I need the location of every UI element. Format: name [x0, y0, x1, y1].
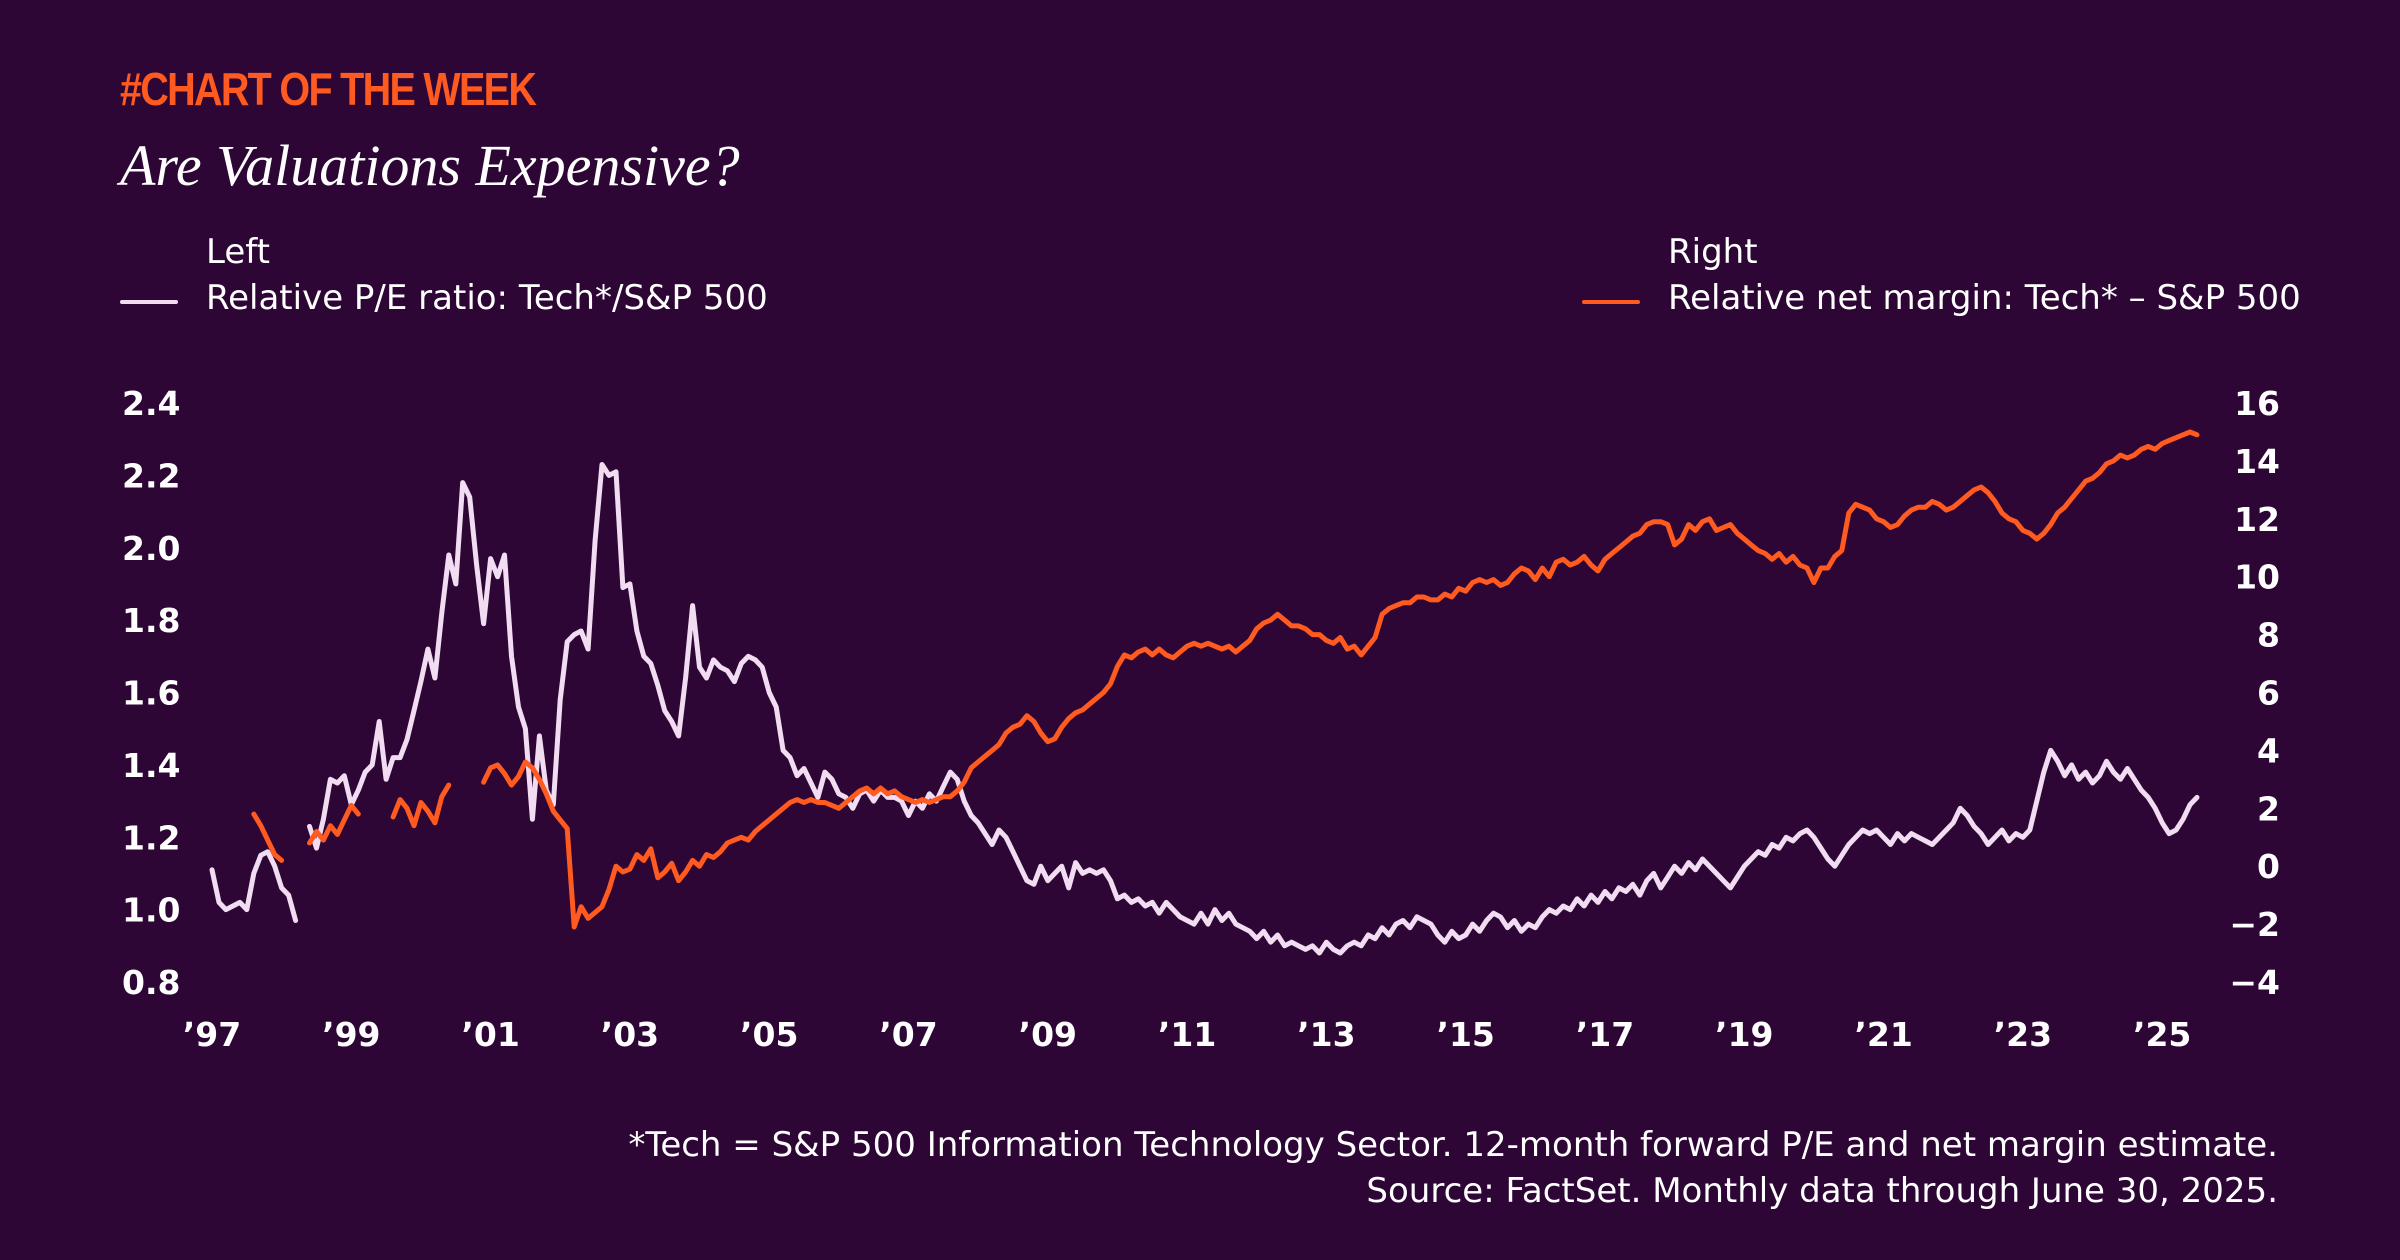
y-left-tick-label: 1.8	[122, 601, 180, 640]
x-tick-label: ’23	[1994, 1015, 2052, 1054]
y-right-tick-label: 6	[2257, 674, 2280, 713]
x-tick-label: ’25	[2133, 1015, 2191, 1054]
pe-ratio-line-segment	[307, 462, 2200, 956]
legend-right-label: Relative net margin: Tech* – S&P 500	[1668, 278, 2301, 318]
y-left-tick-label: 2.2	[122, 456, 180, 495]
net-margin-line-segment	[390, 782, 452, 829]
y-right-tick-label: 2	[2257, 789, 2280, 828]
y-right-tick-label: −4	[2229, 963, 2280, 1002]
x-tick-label: ’11	[1158, 1015, 1216, 1054]
legend-left-swatch	[120, 300, 178, 304]
y-right-tick-label: 12	[2234, 500, 2280, 539]
y-left-tick-label: 0.8	[122, 963, 180, 1002]
legend-right-swatch	[1582, 300, 1640, 304]
legend-left-header: Left	[206, 232, 270, 272]
y-right-tick-label: −2	[2229, 905, 2280, 944]
y-right-tick-label: 16	[2234, 384, 2280, 423]
footnote-source: Source: FactSet. Monthly data through Ju…	[1366, 1171, 2278, 1211]
y-right-tick-label: 0	[2257, 847, 2280, 886]
legend-left-label: Relative P/E ratio: Tech*/S&P 500	[206, 278, 768, 318]
x-tick-label: ’21	[1854, 1015, 1912, 1054]
y-right-tick-label: 10	[2234, 558, 2280, 597]
y-left-tick-label: 1.6	[122, 674, 180, 713]
chart-of-the-week-tag: #CHART OF THE WEEK	[120, 63, 537, 115]
footnote: *Tech = S&P 500 Information Technology S…	[628, 1122, 2278, 1214]
net-margin-line-segment	[307, 802, 361, 846]
y-left-tick-label: 2.4	[122, 384, 180, 423]
y-right-tick-label: 8	[2257, 616, 2280, 655]
y-right-tick-label: 4	[2257, 731, 2280, 770]
pe-ratio-line-segment	[209, 849, 299, 923]
x-tick-label: ’05	[740, 1015, 798, 1054]
y-right-tick-label: 14	[2234, 442, 2280, 481]
legend-right-header: Right	[1668, 232, 1758, 272]
x-tick-label: ’99	[322, 1015, 380, 1054]
x-tick-label: ’07	[879, 1015, 937, 1054]
x-tick-label: ’03	[601, 1015, 659, 1054]
x-tick-label: ’09	[1019, 1015, 1077, 1054]
x-tick-label: ’97	[183, 1015, 241, 1054]
x-tick-label: ’13	[1297, 1015, 1355, 1054]
net-margin-line-segment	[481, 429, 2200, 930]
y-left-tick-label: 1.0	[122, 891, 180, 930]
x-tick-label: ’15	[1436, 1015, 1494, 1054]
chart-title: Are Valuations Expensive?	[120, 133, 740, 198]
y-left-tick-label: 1.2	[122, 818, 180, 857]
y-left-tick-label: 2.0	[122, 529, 180, 568]
x-tick-label: ’19	[1715, 1015, 1773, 1054]
net-margin-line-segment	[251, 811, 285, 863]
y-left-tick-label: 1.4	[122, 746, 180, 785]
x-tick-label: ’17	[1576, 1015, 1634, 1054]
x-tick-label: ’01	[461, 1015, 519, 1054]
footnote-definition: *Tech = S&P 500 Information Technology S…	[628, 1125, 2278, 1165]
